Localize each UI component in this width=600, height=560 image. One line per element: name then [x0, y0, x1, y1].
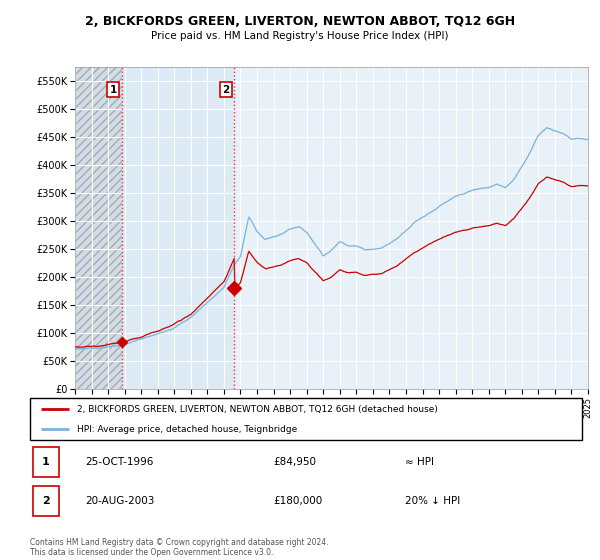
Text: 1: 1: [42, 457, 50, 467]
Bar: [75, 67, 122, 389]
FancyBboxPatch shape: [30, 398, 582, 440]
FancyBboxPatch shape: [33, 447, 59, 477]
Text: 2, BICKFORDS GREEN, LIVERTON, NEWTON ABBOT, TQ12 6GH (detached house): 2, BICKFORDS GREEN, LIVERTON, NEWTON ABB…: [77, 405, 438, 414]
Text: 20-AUG-2003: 20-AUG-2003: [85, 496, 155, 506]
Text: 20% ↓ HPI: 20% ↓ HPI: [406, 496, 461, 506]
Text: Price paid vs. HM Land Registry's House Price Index (HPI): Price paid vs. HM Land Registry's House …: [151, 31, 449, 41]
Text: 1: 1: [110, 85, 117, 95]
Bar: [122, 67, 235, 389]
Text: Contains HM Land Registry data © Crown copyright and database right 2024.
This d: Contains HM Land Registry data © Crown c…: [30, 538, 329, 557]
FancyBboxPatch shape: [33, 486, 59, 516]
Text: 2: 2: [42, 496, 50, 506]
Text: £84,950: £84,950: [273, 457, 316, 467]
Text: ≈ HPI: ≈ HPI: [406, 457, 434, 467]
Text: 2, BICKFORDS GREEN, LIVERTON, NEWTON ABBOT, TQ12 6GH: 2, BICKFORDS GREEN, LIVERTON, NEWTON ABB…: [85, 15, 515, 28]
Text: HPI: Average price, detached house, Teignbridge: HPI: Average price, detached house, Teig…: [77, 424, 297, 433]
Text: £180,000: £180,000: [273, 496, 322, 506]
Text: 25-OCT-1996: 25-OCT-1996: [85, 457, 154, 467]
Text: 2: 2: [223, 85, 230, 95]
